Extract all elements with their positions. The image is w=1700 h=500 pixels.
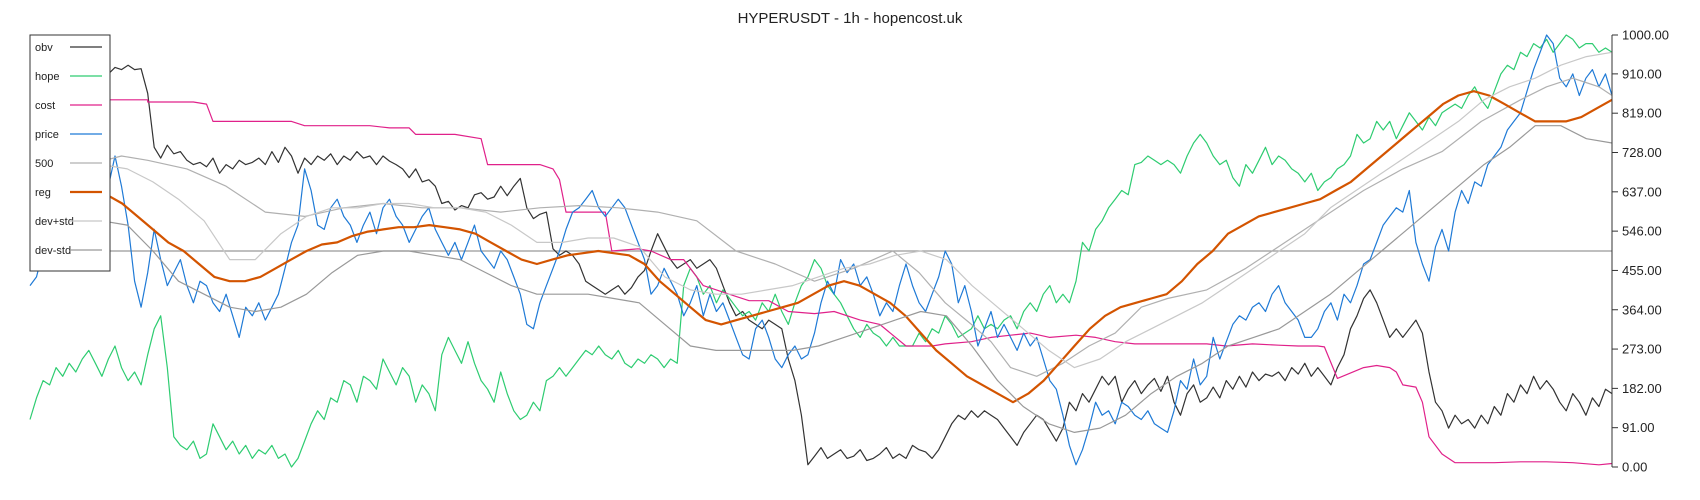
- series-layer: [29, 34, 1613, 468]
- y-tick-label: 728.00: [1622, 145, 1662, 160]
- series-line-dev-std: [75, 125, 1613, 433]
- y-tick-label: 182.00: [1622, 381, 1662, 396]
- chart-title: HYPERUSDT - 1h - hopencost.uk: [737, 10, 963, 27]
- y-axis: 0.00 91.00 182.00 273.00 364.00 455.00 546.00 6…: [1611, 28, 1669, 475]
- legend-box: [29, 34, 111, 272]
- legend-label-reg: reg: [35, 187, 51, 199]
- y-tick-label: 819.00: [1622, 106, 1662, 121]
- legend: obv hope cost price 500 reg dev+std dev-std: [29, 34, 111, 272]
- legend-label-dev-std: dev-std: [35, 245, 71, 257]
- y-tick-label: 546.00: [1622, 224, 1662, 239]
- legend-label-price: price: [35, 129, 59, 141]
- series-line-reg: [75, 90, 1613, 404]
- series-line-500: [88, 77, 1613, 377]
- legend-label-obv: obv: [35, 42, 53, 54]
- series-line-obv: [88, 60, 1613, 466]
- series-line-hope: [29, 34, 1613, 468]
- legend-label-500: 500: [35, 158, 53, 170]
- series-line-price: [29, 34, 1613, 466]
- y-tick-label: 1000.00: [1622, 28, 1669, 43]
- y-tick-label: 91.00: [1622, 420, 1655, 435]
- legend-label-hope: hope: [35, 71, 59, 83]
- y-tick-label: 0.00: [1622, 460, 1647, 475]
- series-line-cost: [88, 64, 1613, 466]
- y-tick-label: 364.00: [1622, 302, 1662, 317]
- y-tick-label: 273.00: [1622, 342, 1662, 357]
- y-tick-label: 910.00: [1622, 66, 1662, 81]
- legend-label-cost: cost: [35, 100, 55, 112]
- y-tick-label: 455.00: [1622, 263, 1662, 278]
- y-tick-label: 637.00: [1622, 184, 1662, 199]
- series-line-dev+std: [76, 51, 1613, 369]
- legend-label-dev+std: dev+std: [35, 216, 74, 228]
